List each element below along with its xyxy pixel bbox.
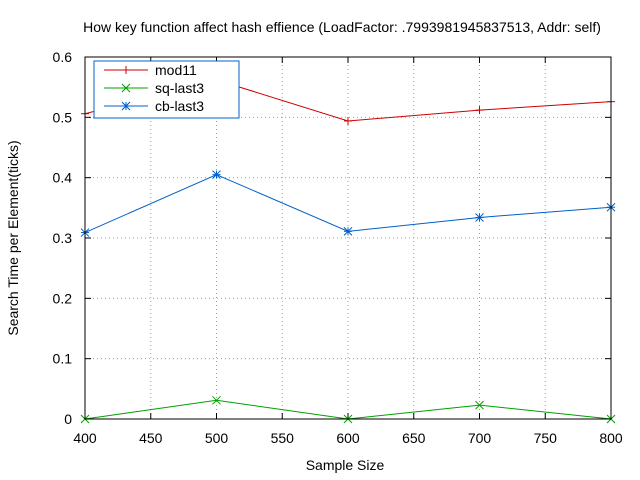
x-tick-label: 700 [468,430,492,446]
legend-marker-cb-last3 [121,101,131,111]
y-tick-label: 0 [64,411,72,427]
y-tick-label: 0.1 [53,351,73,367]
y-tick-label: 0.4 [53,170,73,186]
y-tick-label: 0.6 [53,49,73,65]
data-point-cb-last3 [475,213,484,222]
data-point-mod11 [344,116,352,125]
x-tick-label: 600 [336,430,360,446]
x-tick-label: 450 [139,430,163,446]
chart-title: How key function affect hash effience (L… [83,19,601,35]
legend-marker-sq-last3 [121,83,131,93]
y-tick-label: 0.5 [53,109,73,125]
series-line-cb-last3 [84,174,612,234]
legend-label-cb-last3: cb-last3 [155,98,204,114]
data-point-sq-last3 [212,395,221,405]
y-tick-label: 0.2 [53,290,73,306]
x-tick-label: 400 [73,430,97,446]
legend-label-mod11: mod11 [155,62,197,78]
x-axis-label: Sample Size [306,457,385,473]
x-tick-label: 500 [205,430,229,446]
x-tick-label: 750 [534,430,558,446]
x-tick-label: 800 [599,430,623,446]
data-point-cb-last3 [343,227,353,236]
y-axis-label: Search Time per Element(ticks) [5,140,21,335]
x-axis-ticks: 400 450 500 550 600 650 700 750 800 [73,57,623,446]
data-point-sq-last3 [475,400,484,410]
plot-frame [84,56,612,420]
legend-label-sq-last3: sq-last3 [155,80,204,96]
x-tick-label: 650 [402,430,426,446]
x-tick-label: 550 [271,430,295,446]
y-tick-label: 0.3 [53,230,73,246]
legend: mod11 sq-last3 cb-last3 [93,60,240,119]
data-point-mod11 [475,106,484,115]
data-point-cb-last3 [212,170,221,180]
legend-marker-mod11 [122,66,130,74]
